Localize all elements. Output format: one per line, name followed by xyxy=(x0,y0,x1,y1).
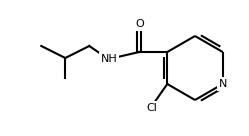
Text: Cl: Cl xyxy=(147,103,158,113)
Text: O: O xyxy=(135,19,144,29)
Text: NH: NH xyxy=(101,54,118,64)
Text: N: N xyxy=(219,79,227,89)
